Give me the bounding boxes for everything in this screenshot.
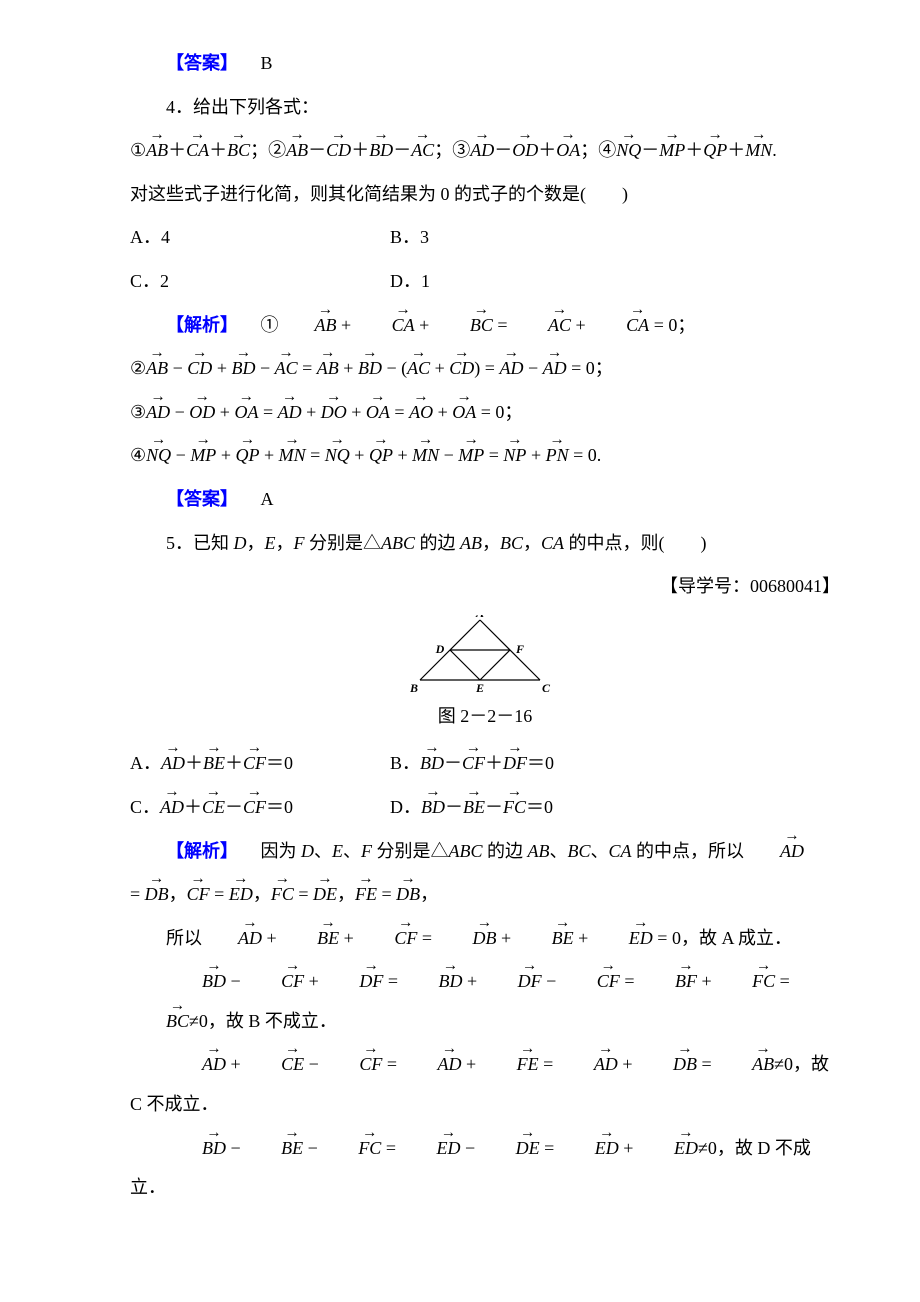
q5-opt-b: B．BD－CF＋DF＝0 (390, 744, 840, 784)
answer-label: 【答案】 (166, 53, 238, 73)
answer-label: 【答案】 (166, 489, 238, 509)
q5-options-row2: C．AD＋CE－CF＝0 D．BD－BE－FC＝0 (130, 788, 840, 828)
q5-stem: 5．已知 D，E，F 分别是△ABC 的边 AB，BC，CA 的中点，则( ) (130, 524, 840, 564)
svg-text:A: A (475, 615, 484, 620)
answer-3: 【答案】 B (130, 44, 840, 84)
svg-text:E: E (475, 681, 484, 695)
q4-answer: 【答案】 A (130, 480, 840, 520)
answer-value: A (261, 489, 274, 509)
answer-value: B (261, 53, 273, 73)
q5-figure: ABCDEF 图 2－2－16 (130, 615, 840, 737)
svg-text:F: F (515, 642, 524, 656)
q5-analysis-d: BD − BE − FC = ED − DE = ED + ED≠0，故 D 不… (130, 1129, 840, 1208)
svg-text:B: B (410, 681, 418, 695)
analysis-label: 【解析】 (166, 315, 238, 335)
q5-opt-c: C．AD＋CE－CF＝0 (130, 788, 390, 828)
analysis-label: 【解析】 (166, 841, 238, 861)
q5-guide-number: 【导学号：00680041】 (130, 567, 840, 607)
q4-opt-b: B．3 (390, 218, 840, 258)
svg-text:D: D (435, 642, 445, 656)
triangle-diagram: A B C D E F (410, 615, 560, 695)
q5-analysis-b: BD − CF + DF = BD + DF − CF = BF + FC = … (130, 962, 840, 1041)
q4-analysis-4: ④NQ − MP + QP + MN = NQ + QP + MN − MP =… (130, 436, 840, 476)
q5-options-row1: A．AD＋BE＋CF＝0 B．BD－CF＋DF＝0 (130, 744, 840, 784)
q4-opt-c: C．2 (130, 262, 390, 302)
q4-opt-a: A．4 (130, 218, 390, 258)
q5-analysis-c: AD + CE − CF = AD + FE = AD + DB = AB≠0，… (130, 1045, 840, 1124)
q4-options-row1: A．4 B．3 (130, 218, 840, 258)
q4-ask: 对这些式子进行化简，则其化简结果为 0 的式子的个数是( ) (130, 175, 840, 215)
svg-text:C: C (542, 681, 551, 695)
q4-expressions: ①AB＋CA＋BC；②AB－CD＋BD－AC；③AD－OD＋OA；④NQ－MP＋… (130, 131, 840, 171)
